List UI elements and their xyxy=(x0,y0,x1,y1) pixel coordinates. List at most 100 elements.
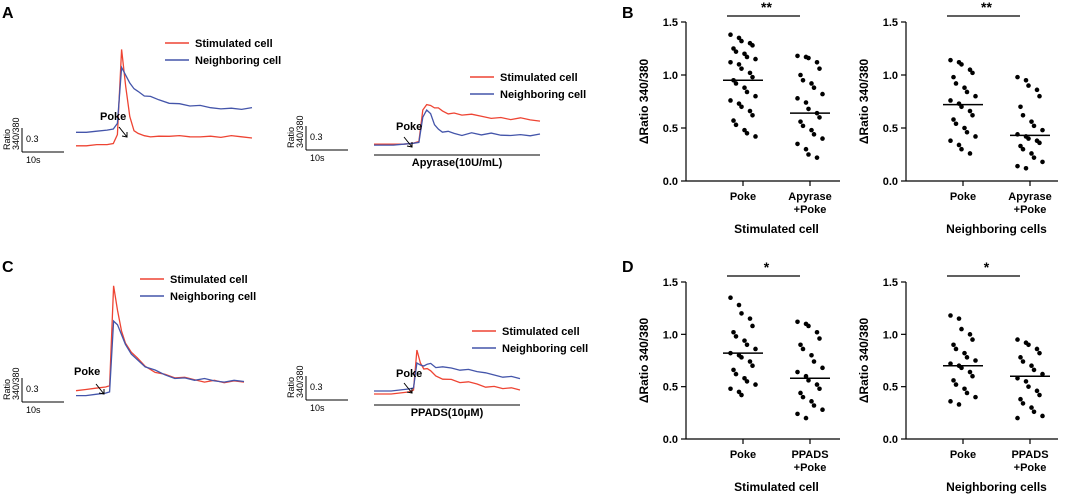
data-point xyxy=(951,117,956,122)
data-point xyxy=(1015,163,1020,169)
data-point xyxy=(811,132,817,137)
poke-arrowhead-icon xyxy=(406,388,413,394)
data-point xyxy=(750,74,755,80)
data-point xyxy=(800,394,806,400)
data-point xyxy=(1026,83,1031,88)
scatter-panel-d-stimulated: 0.0 0.5 1.0 1.5 ΔRatio 340/380 Poke PPADS+Poke… xyxy=(637,259,840,494)
data-point xyxy=(973,358,978,363)
ratio-label-2: 340/380 xyxy=(11,367,21,400)
data-point xyxy=(959,365,964,371)
x-tick-label-line2: +Poke xyxy=(1014,462,1047,474)
data-point xyxy=(1018,143,1023,149)
data-point xyxy=(747,70,753,76)
data-point xyxy=(736,101,742,106)
y-tick-label: 1.0 xyxy=(883,329,898,341)
y-tick-label: 1.5 xyxy=(883,277,898,289)
trace-panel-c-ppads: Stimulated cell Neighboring cell Poke 0.3 10… xyxy=(286,326,588,419)
trace-panel-c-control: Stimulated cell Neighboring cell Poke 0.3 10… xyxy=(2,274,256,415)
scale-x-label: 10s xyxy=(26,405,41,415)
data-point xyxy=(731,329,736,335)
data-point xyxy=(731,367,736,373)
data-point xyxy=(795,96,800,101)
data-point xyxy=(733,371,739,377)
data-point xyxy=(731,118,736,123)
data-point xyxy=(1023,379,1029,384)
ratio-label-1: Ratio xyxy=(2,129,12,150)
data-point xyxy=(1023,78,1029,83)
data-point xyxy=(959,104,964,110)
ratio-label-1: Ratio xyxy=(286,127,296,148)
data-point xyxy=(744,379,750,384)
scale-x-label: 10s xyxy=(26,155,41,165)
y-tick-label: 1.5 xyxy=(663,277,678,289)
trace-panel-a-control: Stimulated cell Neighboring cell Poke 0.3 10… xyxy=(2,38,281,165)
data-point xyxy=(733,122,739,128)
data-point xyxy=(1015,415,1020,421)
scale-y-label: 0.3 xyxy=(26,384,39,394)
poke-label: Poke xyxy=(396,368,422,380)
stimulated-cell-trace xyxy=(76,49,253,147)
y-axis-label: ΔRatio 340/380 xyxy=(857,59,871,145)
x-tick-label: Poke xyxy=(950,191,976,203)
legend-label-stimulated: Stimulated cell xyxy=(500,72,578,84)
data-point xyxy=(800,78,806,83)
significance-label: ** xyxy=(981,0,992,15)
data-point xyxy=(742,375,747,381)
scale-y-label: 0.3 xyxy=(310,382,323,392)
data-point xyxy=(820,136,825,141)
y-tick-label: 0.5 xyxy=(883,123,898,135)
legend-label-neighboring: Neighboring cell xyxy=(170,291,256,303)
data-point xyxy=(803,415,809,421)
x-tick-label: PPADS xyxy=(1011,449,1048,461)
data-point xyxy=(731,46,736,51)
panel-label-c: C xyxy=(2,259,14,276)
data-point xyxy=(953,81,959,86)
ratio-label-2: 340/380 xyxy=(11,117,21,150)
legend-label-stimulated: Stimulated cell xyxy=(170,274,248,286)
poke-arrow-icon xyxy=(403,382,413,394)
data-point xyxy=(962,85,967,91)
data-point xyxy=(962,350,967,356)
data-point xyxy=(1026,384,1031,389)
data-point xyxy=(742,51,747,57)
poke-arrowhead-icon xyxy=(406,142,413,148)
data-point xyxy=(814,155,820,160)
data-point xyxy=(967,369,973,375)
data-point xyxy=(795,411,800,417)
data-point xyxy=(809,352,814,358)
data-point xyxy=(1023,165,1029,171)
legend-label-stimulated: Stimulated cell xyxy=(502,326,580,338)
y-tick-label: 1.5 xyxy=(883,17,898,29)
data-point xyxy=(806,378,811,383)
data-point xyxy=(820,91,825,97)
data-point xyxy=(728,295,733,301)
data-point xyxy=(1020,359,1026,364)
data-point xyxy=(1031,123,1037,129)
data-point xyxy=(728,32,733,38)
data-point xyxy=(753,382,758,387)
data-point xyxy=(742,338,747,343)
data-point xyxy=(736,302,742,308)
x-tick-label: PPADS xyxy=(791,449,828,461)
scale-x-label: 10s xyxy=(310,153,325,163)
data-point xyxy=(970,112,975,118)
data-point xyxy=(817,66,822,71)
data-point xyxy=(803,146,809,152)
data-point xyxy=(742,85,747,91)
x-axis-label: Neighboring cells xyxy=(946,480,1047,494)
x-axis-label: Neighboring cells xyxy=(946,222,1047,236)
data-point xyxy=(948,98,953,103)
data-point xyxy=(795,369,800,375)
data-point xyxy=(948,361,953,366)
data-point xyxy=(747,359,753,364)
data-point xyxy=(973,93,978,99)
data-point xyxy=(728,386,733,392)
data-point xyxy=(817,115,822,120)
y-tick-label: 0.0 xyxy=(663,434,678,446)
data-point xyxy=(736,35,742,41)
data-point xyxy=(739,66,744,71)
data-point xyxy=(970,337,975,342)
data-point xyxy=(820,365,825,371)
data-point xyxy=(753,346,758,352)
data-point xyxy=(809,127,814,133)
